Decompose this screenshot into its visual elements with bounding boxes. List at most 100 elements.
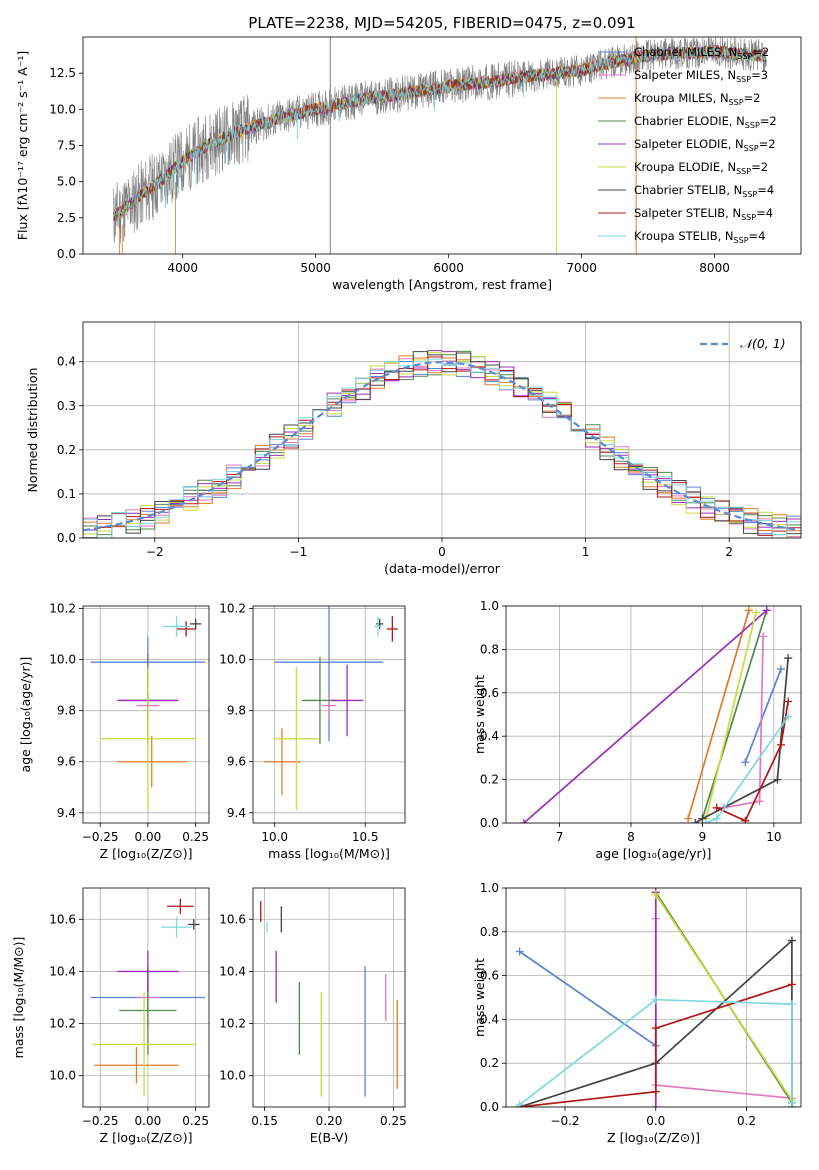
x-tick-label: 4000 [167,261,198,275]
gaussian-curve [83,360,799,532]
model-line-6 [113,45,767,220]
legend-sub: SSP [742,190,757,199]
data-point-marker [741,758,750,767]
legend-suffix: =4 [757,183,774,197]
plot-area [263,606,398,811]
y-tick-label: 0.4 [480,729,499,743]
axes-frame [82,36,802,255]
data-point-marker [787,980,796,989]
legend-suffix: =2 [752,45,769,59]
x-tick-label: 10.5 [352,830,379,844]
axes-frame [505,605,802,824]
legend-sub: SSP [729,98,744,107]
axes-frame [252,605,406,824]
y-tick-label: 0.0 [57,247,76,261]
x-tick-label: 8000 [699,261,730,275]
axes-frame [82,321,802,539]
y-tick-label: 10.4 [49,964,76,978]
legend-label: Kroupa ELODIE, N [634,160,736,174]
plot-area [90,898,206,1097]
y-tick-label: 9.4 [227,806,246,820]
x-axis-label: (data-model)/error [384,561,501,576]
legend-entry: Chabrier ELODIE, NSSP=2 [634,114,777,130]
y-tick-label: 10.0 [49,102,76,116]
x-tick-label: 10 [766,830,781,844]
y-tick-label: 9.6 [57,755,76,769]
legend-sub: SSP [737,52,752,61]
y-tick-label: 10.6 [49,912,76,926]
data-point-marker [698,814,707,823]
weight-series-8 [519,998,793,1106]
legend-entry: Kroupa STELIB, NSSP=4 [634,229,765,245]
y-axis-label: Normed distribution [25,368,40,493]
data-point-marker [784,654,793,663]
plot-area [83,350,801,538]
weight-series-5 [705,612,757,819]
legend-suffix: =3 [751,68,768,82]
axes-frame [82,605,210,824]
x-tick-label: 9 [699,830,707,844]
legend-sub: SSP [745,121,760,130]
y-tick-label: 10.0 [219,1069,246,1083]
data-point-marker [712,803,721,812]
data-point-marker [777,664,785,673]
legend-suffix: =4 [749,229,766,243]
data-point-marker [684,814,693,823]
y-tick-label: 7.5 [57,139,76,153]
y-tick-label: 1.0 [480,881,499,895]
legend-sub: SSP [736,75,751,84]
x-tick-label: 8 [627,830,635,844]
y-tick-label: 0.3 [57,399,76,413]
y-tick-label: 0.1 [57,487,76,501]
y-tick-label: 10.0 [49,653,76,667]
data-point-marker [752,608,760,617]
plot-area [260,901,398,1097]
y-tick-label: 0.2 [480,1056,499,1070]
data-point-marker [762,606,771,615]
histogram-series-4 [83,350,801,531]
weight-series-0 [519,950,657,1047]
legend-label: Salpeter ELODIE, N [634,137,744,151]
y-tick-label: 1.0 [480,599,499,613]
panel-5: −0.25 0.00 0.25 10.0 10.2 10.4 10.6 Z [log₁₀(Z/… [11,887,210,1145]
legend-entry: Kroupa ELODIE, NSSP=2 [634,160,768,176]
model-line-8 [113,44,767,217]
y-tick-label: 10.0 [219,653,246,667]
data-point-marker [741,816,750,823]
y-tick-label: 9.4 [57,806,76,820]
legend-label: Chabrier MILES, N [634,45,737,59]
legend-label: Kroupa STELIB, N [634,229,734,243]
x-tick-label: 6000 [433,261,464,275]
data-point-marker [773,775,782,784]
weight-series-3 [701,610,768,819]
axes-frame [505,887,802,1108]
x-tick-label: 0.00 [135,830,162,844]
x-tick-label: −1 [290,545,308,559]
legend-entry: Kroupa MILES, NSSP=2 [634,91,760,107]
y-tick-label: 0.2 [57,443,76,457]
x-axis-label: Z [log₁₀(Z/Z⊙)] [607,1130,700,1145]
x-tick-label: 0.25 [182,830,209,844]
plot-area [90,616,206,811]
plot-area [113,37,767,254]
legend-label: Kroupa MILES, N [634,91,729,105]
y-axis-label: Flux [fλ10⁻¹⁷ erg cm⁻² s⁻¹ A⁻¹] [15,51,30,240]
x-tick-label: 10.0 [261,830,288,844]
panel-7: −0.2 0.0 0.2 0.0 0.2 0.4 0.6 0.8 1.0 Z [log₁₀(Z/Z… [472,881,802,1145]
x-tick-label: 7000 [566,261,597,275]
x-tick-label: −0.25 [82,1114,119,1128]
legend-sub: SSP [736,167,751,176]
x-axis-label: age [log₁₀(age/yr)] [596,846,712,861]
data-point-marker [787,936,796,945]
y-tick-label: 0.6 [480,686,499,700]
y-tick-label: 0.8 [480,642,499,656]
y-tick-label: 10.2 [49,1017,76,1031]
data-point-marker [519,819,528,823]
plot-area [519,606,793,823]
x-tick-label: 0.2 [737,1114,756,1128]
legend-suffix: =2 [744,91,761,105]
data-point-marker [787,1098,796,1107]
x-axis-label: mass [log₁₀(M/M⊙)] [268,846,390,861]
y-tick-label: 10.4 [219,964,246,978]
